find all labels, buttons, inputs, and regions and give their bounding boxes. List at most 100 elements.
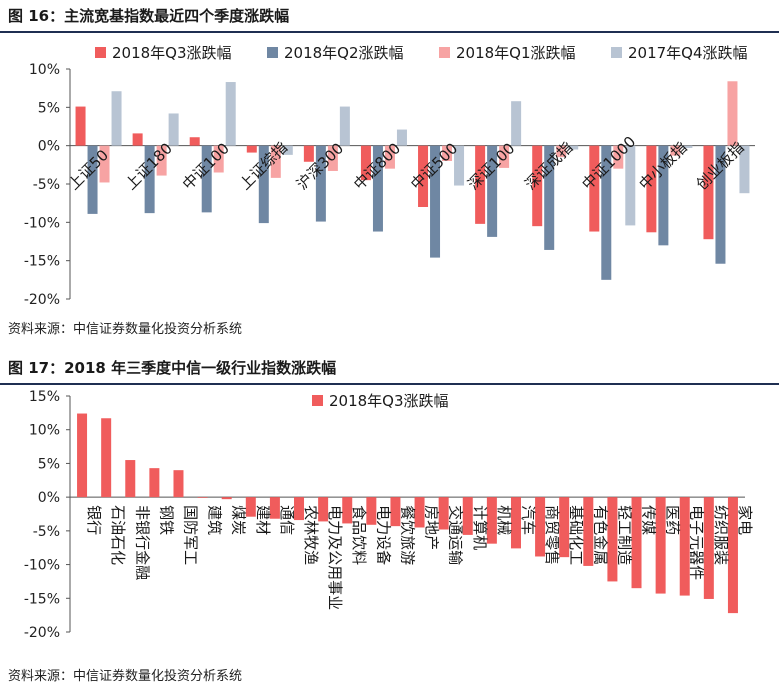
fig17-bar bbox=[390, 497, 401, 527]
fig17-ytick-label: -10% bbox=[24, 558, 60, 574]
figure17-source: 资料来源：中信证券数量化投资分析系统 bbox=[8, 669, 243, 684]
fig16-bar bbox=[339, 106, 350, 146]
figure17-chart: 15% 10% 5% 0% -5% -10% -15% -20% 银行 石油石化 非银行金融 钢铁 国防… bbox=[0, 386, 779, 656]
fig17-bar bbox=[221, 497, 232, 500]
fig17-category-label: 轻工制造 bbox=[615, 505, 633, 565]
fig17-ytick-label: 0% bbox=[38, 490, 60, 506]
fig17-category-label: 建材 bbox=[254, 505, 272, 535]
fig16-bar bbox=[442, 145, 453, 161]
fig17-bar bbox=[679, 497, 690, 596]
fig17-bar bbox=[318, 497, 329, 522]
fig17-category-label: 纺织服装 bbox=[712, 505, 730, 565]
fig16-ytick-label: -10% bbox=[24, 215, 60, 231]
fig17-ytick-label: -20% bbox=[24, 625, 60, 641]
fig16-bar bbox=[601, 145, 612, 280]
fig16-bar bbox=[670, 145, 681, 156]
fig16-bar bbox=[315, 145, 326, 222]
fig17-bar bbox=[197, 497, 208, 498]
figure17-title: 图 17：2018 年三季度中信一级行业指数涨跌幅 bbox=[8, 359, 337, 377]
fig17-category-label: 银行 bbox=[85, 505, 103, 535]
figure17-header: 图 17：2018 年三季度中信一级行业指数涨跌幅 bbox=[0, 352, 779, 385]
fig17-category-label: 电子元器件 bbox=[688, 505, 706, 580]
fig17-bar bbox=[559, 497, 570, 558]
fig17-bar bbox=[245, 497, 256, 517]
fig16-bar bbox=[715, 145, 726, 264]
fig16-bar bbox=[454, 145, 465, 186]
fig16-legend-label: 2017年Q4涨跌幅 bbox=[628, 44, 748, 62]
fig16-bar bbox=[225, 82, 236, 146]
fig16-bar bbox=[396, 129, 407, 146]
fig17-category-label: 国防军工 bbox=[181, 505, 199, 565]
fig17-category-label: 有色金属 bbox=[591, 505, 609, 565]
fig17-bar bbox=[173, 470, 184, 498]
fig16-bar bbox=[532, 145, 543, 227]
figure17-svg: 15% 10% 5% 0% -5% -10% -15% -20% 银行 石油石化 非银行金融 钢铁 国防… bbox=[24, 389, 754, 641]
fig16-bar bbox=[258, 145, 269, 224]
fig16-bar bbox=[327, 145, 338, 171]
fig16-bar bbox=[625, 145, 636, 226]
fig16-bar bbox=[703, 145, 714, 240]
fig16-bar bbox=[99, 145, 110, 183]
fig16-bar bbox=[189, 137, 200, 146]
fig17-category-label: 钢铁 bbox=[157, 505, 175, 535]
fig17-ytick-label: 15% bbox=[29, 389, 60, 405]
fig17-bar bbox=[486, 497, 497, 544]
fig17-category-label: 传媒 bbox=[640, 505, 658, 535]
fig16-bar bbox=[727, 81, 738, 146]
fig17-bar bbox=[438, 497, 449, 530]
fig17-bar bbox=[125, 460, 136, 498]
fig16-bar bbox=[646, 145, 657, 233]
fig16-bar bbox=[144, 145, 155, 214]
fig16-bar bbox=[87, 145, 98, 214]
fig16-bar bbox=[430, 145, 441, 258]
fig16-ytick-label: 0% bbox=[38, 139, 60, 155]
fig16-bar bbox=[682, 145, 693, 148]
fig17-bar bbox=[535, 497, 546, 557]
fig17-category-label: 汽车 bbox=[519, 505, 537, 535]
fig16-bar bbox=[418, 145, 429, 207]
fig17-bar bbox=[101, 418, 112, 498]
fig17-category-label: 机械 bbox=[495, 505, 513, 535]
fig16-bar bbox=[303, 145, 314, 162]
fig17-category-label: 家电 bbox=[736, 505, 754, 535]
fig16-bar bbox=[111, 91, 122, 146]
fig16-legend-swatch bbox=[267, 47, 278, 58]
fig16-bar bbox=[589, 145, 600, 232]
figure17-title-rule bbox=[0, 383, 779, 385]
fig17-category-label: 非银行金融 bbox=[133, 505, 151, 580]
fig17-bar bbox=[607, 497, 618, 582]
figure16-header: 图 16：主流宽基指数最近四个季度涨跌幅 bbox=[0, 0, 779, 33]
fig16-ytick-label: -20% bbox=[24, 292, 60, 306]
fig17-bar bbox=[462, 497, 473, 535]
fig17-bar bbox=[77, 413, 88, 498]
fig17-ytick-label: 10% bbox=[29, 423, 60, 439]
fig17-category-label: 通信 bbox=[278, 505, 296, 535]
fig16-bar bbox=[475, 145, 486, 224]
fig16-bar bbox=[246, 145, 257, 153]
fig17-bar bbox=[727, 497, 738, 614]
fig17-category-label: 商贸零售 bbox=[543, 505, 561, 565]
fig17-category-label: 电力及公用事业 bbox=[326, 505, 344, 610]
fig16-legend-swatch bbox=[95, 47, 106, 58]
fig16-bar bbox=[201, 145, 212, 213]
fig17-category-label: 建筑 bbox=[206, 505, 224, 535]
fig16-bar bbox=[658, 145, 669, 246]
fig17-bar bbox=[366, 497, 377, 525]
fig17-bar bbox=[294, 497, 305, 521]
fig17-ytick-label: -15% bbox=[24, 591, 60, 607]
fig16-legend-swatch bbox=[439, 47, 450, 58]
fig16-bar bbox=[499, 145, 510, 168]
fig17-bar bbox=[631, 497, 642, 589]
fig16-ytick-label: -15% bbox=[24, 254, 60, 270]
fig17-category-label: 农林牧渔 bbox=[302, 505, 320, 565]
fig16-ytick-label: -5% bbox=[33, 177, 60, 193]
fig16-bar bbox=[372, 145, 383, 232]
fig16-bar bbox=[568, 145, 579, 150]
fig16-bar bbox=[511, 101, 522, 146]
fig17-category-label: 交通运输 bbox=[447, 505, 465, 565]
fig16-bar bbox=[544, 145, 555, 250]
fig16-legend-label: 2018年Q3涨跌幅 bbox=[112, 44, 232, 62]
fig17-bar bbox=[342, 497, 353, 524]
fig16-bar bbox=[213, 145, 224, 173]
fig17-category-label: 餐饮旅游 bbox=[398, 505, 416, 565]
